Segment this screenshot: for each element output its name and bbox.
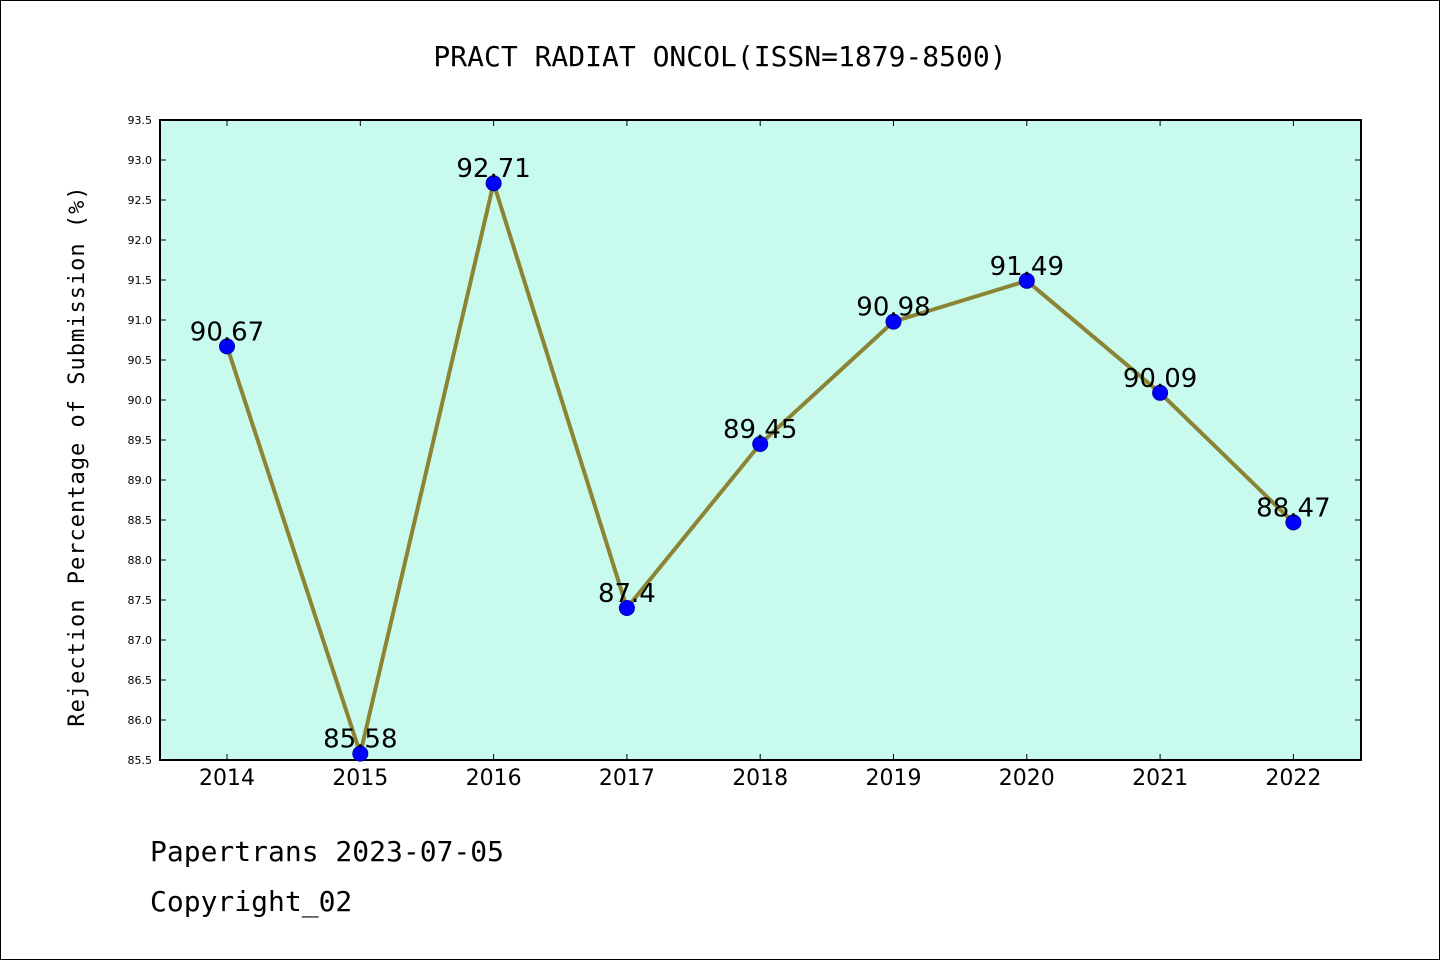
x-axis: 2014 2015 2016 2017 2018 2019 2020 2021 2022 bbox=[199, 120, 1321, 791]
data-labels: 90.67 85.58 92.71 87.4 89.45 90.98 91.49 90.09 8… bbox=[190, 154, 1331, 754]
y-tick-label: 93.0 bbox=[128, 154, 153, 167]
data-label: 90.09 bbox=[1123, 364, 1197, 394]
data-point bbox=[1285, 514, 1302, 531]
x-tick-label: 2016 bbox=[466, 766, 522, 791]
data-label: 91.49 bbox=[990, 252, 1064, 282]
x-tick-label: 2014 bbox=[199, 766, 255, 791]
chart-title: PRACT RADIAT ONCOL(ISSN=1879-8500) bbox=[433, 40, 1006, 73]
data-label: 90.67 bbox=[190, 317, 264, 347]
x-tick-label: 2019 bbox=[866, 766, 922, 791]
y-tick-label: 85.5 bbox=[128, 754, 153, 767]
footer-copyright: Copyright_02 bbox=[150, 885, 353, 918]
footer-source: Papertrans 2023-07-05 bbox=[150, 835, 505, 868]
data-point bbox=[752, 436, 769, 452]
y-tick-label: 91.0 bbox=[128, 314, 153, 327]
y-tick-label: 88.0 bbox=[128, 554, 153, 567]
y-tick-label: 91.5 bbox=[128, 274, 153, 287]
data-point bbox=[1152, 384, 1169, 401]
data-label: 85.58 bbox=[323, 725, 397, 755]
data-point bbox=[485, 175, 502, 192]
y-tick-label: 90.0 bbox=[128, 394, 153, 407]
data-label: 92.71 bbox=[456, 154, 530, 184]
y-axis-label: Rejection Percentage of Submission (%) bbox=[65, 185, 90, 726]
data-point bbox=[352, 745, 369, 762]
x-tick-label: 2020 bbox=[999, 766, 1055, 791]
y-tick-label: 87.0 bbox=[128, 634, 153, 647]
y-tick-label: 86.0 bbox=[128, 714, 153, 727]
y-tick-label: 92.5 bbox=[128, 194, 153, 207]
data-label: 87.4 bbox=[598, 579, 656, 609]
x-tick-label: 2018 bbox=[732, 766, 788, 791]
x-tick-label: 2021 bbox=[1132, 766, 1188, 791]
x-tick-label: 2022 bbox=[1265, 766, 1321, 791]
y-axis: 85.5 86.0 86.5 87.0 87.5 88.0 88.5 89.0 89.5 90.0… bbox=[128, 114, 1361, 767]
data-label: 90.98 bbox=[856, 293, 930, 323]
y-tick-label: 92.0 bbox=[128, 234, 153, 247]
data-point bbox=[1018, 272, 1035, 289]
y-tick-label: 93.5 bbox=[128, 114, 153, 127]
y-tick-label: 90.5 bbox=[128, 354, 153, 367]
data-label: 88.47 bbox=[1256, 493, 1330, 523]
y-tick-label: 88.5 bbox=[128, 514, 153, 527]
data-point bbox=[618, 600, 635, 616]
y-tick-label: 89.5 bbox=[128, 434, 153, 447]
x-tick-label: 2015 bbox=[332, 766, 388, 791]
data-point bbox=[885, 313, 902, 330]
y-tick-label: 89.0 bbox=[128, 474, 153, 487]
x-tick-label: 2017 bbox=[599, 766, 655, 791]
data-point bbox=[219, 338, 235, 355]
y-tick-label: 86.5 bbox=[128, 674, 153, 687]
data-label: 89.45 bbox=[723, 415, 797, 445]
series-rejection-rate bbox=[219, 175, 1302, 762]
y-tick-label: 87.5 bbox=[128, 594, 153, 607]
